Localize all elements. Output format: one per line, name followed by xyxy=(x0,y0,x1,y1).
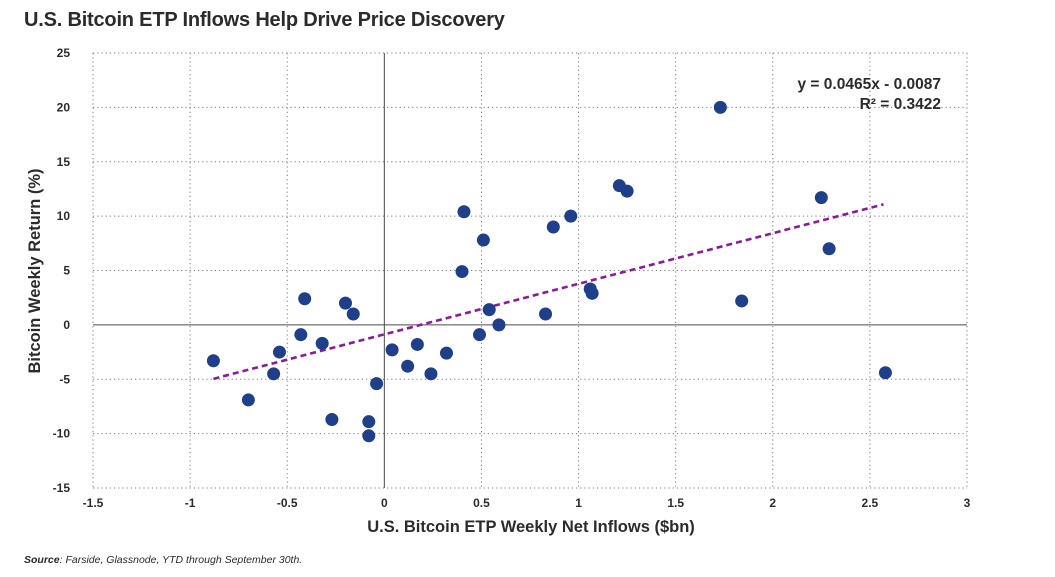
data-point xyxy=(482,303,496,317)
x-axis-title: U.S. Bitcoin ETP Weekly Net Inflows ($bn… xyxy=(367,518,695,536)
data-point xyxy=(457,205,471,219)
data-point xyxy=(272,345,286,359)
data-point xyxy=(878,366,892,380)
chart-title: U.S. Bitcoin ETP Inflows Help Drive Pric… xyxy=(24,9,505,31)
data-point xyxy=(455,265,469,279)
y-tick-labels: 25 20 15 10 5 0 -5 -10 -15 xyxy=(53,46,71,495)
data-point xyxy=(713,100,727,114)
data-point xyxy=(814,191,828,205)
data-point xyxy=(476,233,490,247)
data-point xyxy=(241,393,255,407)
source-label: Source xyxy=(24,554,60,566)
y-tick-label: -10 xyxy=(53,427,71,441)
x-tick-label: -1.5 xyxy=(83,496,104,510)
x-tick-label: 0.5 xyxy=(473,496,490,510)
data-point xyxy=(539,307,553,321)
x-tick-label: -0.5 xyxy=(277,496,298,510)
data-point xyxy=(473,328,487,342)
data-point xyxy=(325,412,339,426)
y-tick-label: 0 xyxy=(63,318,70,332)
x-tick-label: 2 xyxy=(769,496,776,510)
data-point xyxy=(362,415,376,429)
grid-layer xyxy=(92,52,968,489)
data-point xyxy=(735,294,749,308)
data-point xyxy=(410,337,424,351)
data-point xyxy=(439,346,453,360)
x-tick-label: 3 xyxy=(964,496,971,510)
x-tick-label: 0 xyxy=(381,496,388,510)
data-points xyxy=(206,100,892,443)
y-tick-label: 15 xyxy=(57,155,71,169)
trendline-layer xyxy=(213,203,884,381)
data-point xyxy=(564,209,578,223)
source-note: Source: Farside, Glassnode, YTD through … xyxy=(24,554,302,566)
axis-layer xyxy=(93,53,967,488)
trendline xyxy=(213,203,884,381)
y-tick-label: -15 xyxy=(53,481,71,495)
source-text: : Farside, Glassnode, YTD through Septem… xyxy=(59,554,303,566)
data-point xyxy=(401,359,415,373)
data-point xyxy=(315,336,329,350)
y-tick-label: -5 xyxy=(59,372,70,386)
trendline-equation: y = 0.0465x - 0.0087 xyxy=(798,76,942,93)
data-point xyxy=(294,328,308,342)
data-point xyxy=(822,242,836,256)
data-point xyxy=(362,429,376,443)
data-point xyxy=(546,220,560,234)
data-point xyxy=(206,354,220,368)
y-tick-label: 25 xyxy=(57,46,71,60)
x-tick-label: 1.5 xyxy=(667,496,684,510)
data-point xyxy=(620,184,634,198)
data-point xyxy=(370,377,384,391)
y-tick-label: 5 xyxy=(63,264,70,278)
data-point xyxy=(298,292,312,306)
data-point xyxy=(585,286,599,300)
x-tick-label: 1 xyxy=(575,496,582,510)
y-axis-title: Bitcoin Weekly Return (%) xyxy=(26,168,44,373)
y-tick-label: 10 xyxy=(57,209,71,223)
x-tick-label: -1 xyxy=(185,496,196,510)
data-point xyxy=(424,367,438,381)
x-tick-label: 2.5 xyxy=(862,496,879,510)
x-tick-labels: -1.5 -1 -0.5 0 0.5 1 1.5 2 2.5 3 xyxy=(83,496,971,510)
data-point xyxy=(492,318,506,332)
r-squared-label: R² = 0.3422 xyxy=(860,96,941,113)
data-point xyxy=(267,367,281,381)
data-point xyxy=(346,307,360,321)
data-point xyxy=(338,296,352,310)
data-point xyxy=(385,343,399,357)
y-tick-label: 20 xyxy=(57,100,71,114)
